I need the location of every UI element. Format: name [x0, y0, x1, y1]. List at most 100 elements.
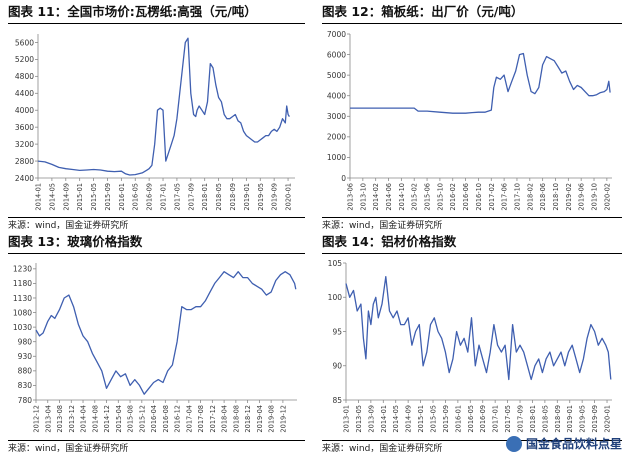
x-tick-label: 2016-05	[132, 183, 140, 211]
y-tick-label: 3000	[327, 112, 346, 121]
x-tick-label: 2016-05	[467, 405, 475, 433]
x-tick-label: 2015-05	[430, 405, 438, 433]
y-tick-label: 4800	[15, 72, 34, 81]
x-tick-label: 2017-01	[492, 405, 500, 433]
y-tick-label: 6000	[327, 50, 346, 59]
x-tick-label: 2019-02	[565, 183, 573, 211]
x-tick-label: 2015-09	[104, 183, 112, 211]
x-tick-label: 2018-09	[229, 183, 237, 211]
y-tick-label: 100	[328, 293, 343, 302]
x-tick-label: 2015-02	[411, 183, 419, 211]
chart-source: 来源：wind，国金证券研究所	[322, 444, 443, 454]
chart-panel-1: 图表 11：全国市场价:瓦楞纸:高强（元/吨） 2400 2800 3200 3600…	[8, 4, 305, 231]
y-tick-label: 5000	[327, 71, 346, 80]
x-tick-label: 2018-04	[221, 405, 229, 433]
x-tick-label: 2017-10	[513, 183, 521, 211]
x-tick-label: 2019-05	[257, 183, 265, 211]
x-tick-label: 2014-01	[35, 183, 43, 211]
y-tick-label: 1000	[327, 153, 346, 162]
y-tick-label: 3200	[15, 140, 34, 149]
x-tick-label: 2017-09	[187, 183, 195, 211]
y-tick-label: 1230	[13, 265, 32, 274]
x-tick-label: 2016-06	[462, 183, 470, 211]
source-rule	[8, 217, 305, 218]
y-tick-label: 1030	[13, 323, 32, 332]
x-tick-label: 2019-09	[271, 183, 279, 211]
x-tick-label: 2013-09	[367, 405, 375, 433]
y-tick-label: 7000	[327, 30, 346, 39]
x-tick-label: 2019-01	[566, 405, 574, 433]
x-tick-label: 2018-09	[554, 405, 562, 433]
y-tick-label: 85	[332, 396, 342, 405]
x-tick-label: 2013-05	[355, 405, 363, 433]
chart-source: 来源：wind，国金证券研究所	[8, 444, 129, 454]
y-tick-label: 2400	[15, 174, 34, 183]
x-tick-label: 2017-09	[517, 405, 525, 433]
x-tick-label: 2013-04	[44, 405, 52, 433]
y-tick-label: 4000	[15, 106, 34, 115]
y-tick-label: 1130	[13, 294, 32, 303]
watermark-text: 国金食品饮料点星	[525, 437, 622, 451]
y-tick-label: 930	[18, 352, 33, 361]
wechat-icon	[505, 435, 522, 452]
x-tick-label: 2013-06	[347, 183, 355, 211]
y-tick-label: 1080	[13, 308, 32, 317]
x-tick-label: 2014-06	[385, 183, 393, 211]
x-tick-label: 2014-05	[48, 183, 56, 211]
chart-panel-3: 图表 13：玻璃价格指数 780 830 880 930 980 1030 1080 1130…	[8, 234, 305, 454]
x-tick-label: 2017-12	[209, 405, 217, 433]
x-tick-label: 2014-02	[372, 183, 380, 211]
x-tick-label: 2019-06	[578, 183, 586, 211]
x-tick-label: 2020-01	[604, 405, 612, 433]
chart-title: 图表 12：箱板纸：出厂价（元/吨）	[322, 4, 524, 19]
x-tick-label: 2017-08	[197, 405, 205, 433]
x-tick-label: 2015-10	[436, 183, 444, 211]
x-tick-label: 2016-09	[479, 405, 487, 433]
x-tick-label: 2017-06	[501, 183, 509, 211]
x-tick-label: 2018-06	[539, 183, 547, 211]
x-tick-label: 2015-08	[127, 405, 135, 433]
chart-panel-4: 图表 14：铝材价格指数 85 90 95 100 105 2013-01 2013-05 2…	[322, 234, 622, 454]
y-tick-label: 830	[18, 381, 33, 390]
x-tick-label: 2019-10	[591, 183, 599, 211]
x-tick-label: 2016-09	[146, 183, 154, 211]
chart-title: 图表 14：铝材价格指数	[322, 234, 457, 249]
chart-title: 图表 13：玻璃价格指数	[8, 234, 143, 249]
x-tick-label: 2018-01	[529, 405, 537, 433]
x-tick-label: 2017-04	[185, 405, 193, 433]
x-tick-label: 2017-05	[504, 405, 512, 433]
x-tick-label: 2018-08	[232, 405, 240, 433]
x-tick-label: 2020-01	[285, 183, 293, 211]
title-rule	[322, 23, 622, 24]
x-tick-label: 2014-09	[405, 405, 413, 433]
chart-source: 来源：wind，国金证券研究所	[322, 221, 443, 231]
y-tick-label: 2000	[327, 133, 346, 142]
y-tick-label: 2800	[15, 157, 34, 166]
x-tick-label: 2020-02	[603, 183, 611, 211]
x-tick-label: 2014-10	[398, 183, 406, 211]
x-tick-label: 2015-12	[138, 405, 146, 433]
x-tick-label: 2018-10	[552, 183, 560, 211]
y-tick-label: 980	[18, 338, 33, 347]
title-rule	[322, 253, 622, 254]
series-line	[350, 52, 611, 114]
x-tick-label: 2019-09	[591, 405, 599, 433]
x-tick-label: 2019-08	[268, 405, 276, 433]
x-tick-label: 2019-12	[279, 405, 287, 433]
y-tick-label: 780	[18, 396, 33, 405]
chart-title: 图表 11：全国市场价:瓦楞纸:高强（元/吨）	[8, 4, 257, 19]
y-tick-label: 95	[332, 327, 342, 336]
x-tick-label: 2014-09	[62, 183, 70, 211]
x-tick-label: 2019-05	[579, 405, 587, 433]
title-rule	[8, 23, 305, 24]
x-tick-label: 2014-01	[380, 405, 388, 433]
x-tick-label: 2013-01	[343, 405, 351, 433]
x-tick-label: 2016-12	[174, 405, 182, 433]
x-tick-label: 2013-08	[56, 405, 64, 433]
series-line	[345, 276, 612, 381]
x-tick-label: 2017-01	[160, 183, 168, 211]
y-tick-label: 90	[332, 362, 342, 371]
x-tick-label: 2015-04	[115, 405, 123, 433]
chart-source: 来源：wind，国金证券研究所	[8, 221, 129, 231]
y-tick-label: 1180	[13, 279, 32, 288]
